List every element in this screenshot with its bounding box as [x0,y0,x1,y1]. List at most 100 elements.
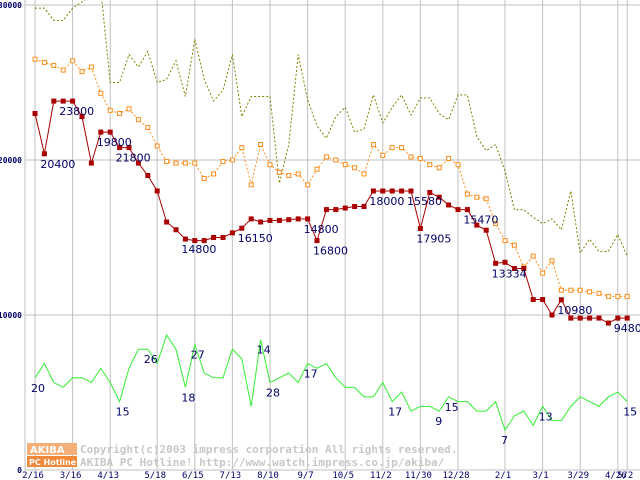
min-price-point [408,188,414,194]
avg-price-point [577,287,583,293]
logo-top-bg [27,443,77,455]
avg-price-point [483,196,489,202]
avg-price-point [98,90,104,96]
min-price-point [314,238,320,244]
min-price-point [427,189,433,195]
avg-price-point [493,221,499,227]
min-price-point [436,194,442,200]
min-price-point [540,297,546,302]
shop-count-data-label: 15 [116,406,130,419]
avg-price-point [51,62,57,68]
x-axis: 2/16 3/16 4/13 5/18 6/15 7/13 8/10 9/7 10/5 11/2 1… [22,471,633,480]
avg-price-point [558,287,564,293]
avg-price-point [389,145,395,151]
x-tick-label: 11/30 [405,471,432,480]
shop-count-data-label: 26 [144,353,158,366]
min-price-point [41,151,47,157]
min-price-data-label: 14800 [181,243,216,256]
avg-price-point [286,173,292,178]
avg-price-point [370,142,376,147]
x-tick-label: 10/5 [332,471,354,480]
avg-price-point [88,64,94,70]
min-price-data-label: 10980 [557,304,592,317]
avg-price-point [182,160,188,166]
min-price-point [615,315,621,321]
min-price-data-label: 21800 [116,152,151,165]
avg-price-point [126,106,132,112]
avg-price-point [229,157,235,163]
min-price-point [521,266,527,271]
shop-count-data-label: 28 [266,387,280,400]
min-price-point [70,98,76,104]
avg-price-point [399,145,405,151]
min-price-point [587,315,593,321]
min-price-point [267,217,273,223]
min-price-point [474,222,480,228]
min-price-point [211,235,217,240]
x-tick-label: 12/28 [442,471,469,480]
min-price-line [34,100,628,324]
avg-price-point [511,242,517,248]
avg-price-point [60,67,66,73]
min-price-point [220,235,226,240]
x-tick-label: 4/13 [97,471,119,480]
avg-price-point [596,290,602,296]
min-price-point [342,205,348,211]
min-price-point [370,188,376,194]
min-price-point [352,204,358,209]
min-price-point [182,236,188,242]
min-price-point [483,227,489,233]
shop-count-data-label: 18 [181,391,195,404]
min-price-point [239,225,245,231]
min-price-point [51,98,57,104]
avg-price-point [333,157,339,163]
min-price-point [502,259,508,265]
min-price-point [605,320,611,326]
avg-price-point [201,176,207,182]
min-price-point [173,227,179,233]
avg-price-point [446,155,452,161]
min-price-point [192,238,198,244]
min-price-data-label: 19800 [97,136,132,149]
min-price-point [79,114,85,120]
min-price-point [107,129,113,135]
min-price-point [455,207,461,213]
min-price-point [135,160,141,166]
min-price-point [446,202,452,208]
min-price-point [201,238,207,244]
min-price-point [88,160,94,166]
min-price-point [276,217,282,223]
min-price-data-label: 15580 [407,195,442,208]
avg-price-line [34,58,628,297]
min-price-point [229,230,235,236]
x-tick-label: 2/1 [495,471,511,480]
x-tick-label: 9/7 [297,471,313,480]
min-price-data-label: 14800 [304,223,339,236]
avg-price-point [352,165,358,171]
series-layer [32,0,630,432]
x-tick-label: 3/1 [532,471,548,480]
x-tick-label: 7/13 [220,471,242,480]
avg-price-point [164,159,170,165]
avg-price-point [587,289,593,295]
y-tick-label: 10000 [0,311,22,320]
min-price-point [464,207,470,213]
min-price-point [361,204,367,209]
avg-price-point [474,194,480,200]
shop-count-data-label: 14 [257,344,271,357]
copyright-line: Copyright(c)2003 impress corporation All… [80,443,458,456]
min-price-point [333,207,339,213]
avg-price-point [239,145,245,151]
logo-top-text: AKIBA [30,445,65,456]
x-tick-label: 5/2 [617,471,633,480]
shop-count-data-label: 15 [623,406,637,419]
avg-price-point [624,293,630,299]
avg-price-point [568,287,574,293]
avg-price-point [220,159,226,165]
min-price-point [511,266,517,271]
shop-count-data-label: 15 [445,401,459,414]
avg-price-point [135,117,141,123]
avg-price-point [192,160,198,166]
max-price-line [35,0,628,257]
